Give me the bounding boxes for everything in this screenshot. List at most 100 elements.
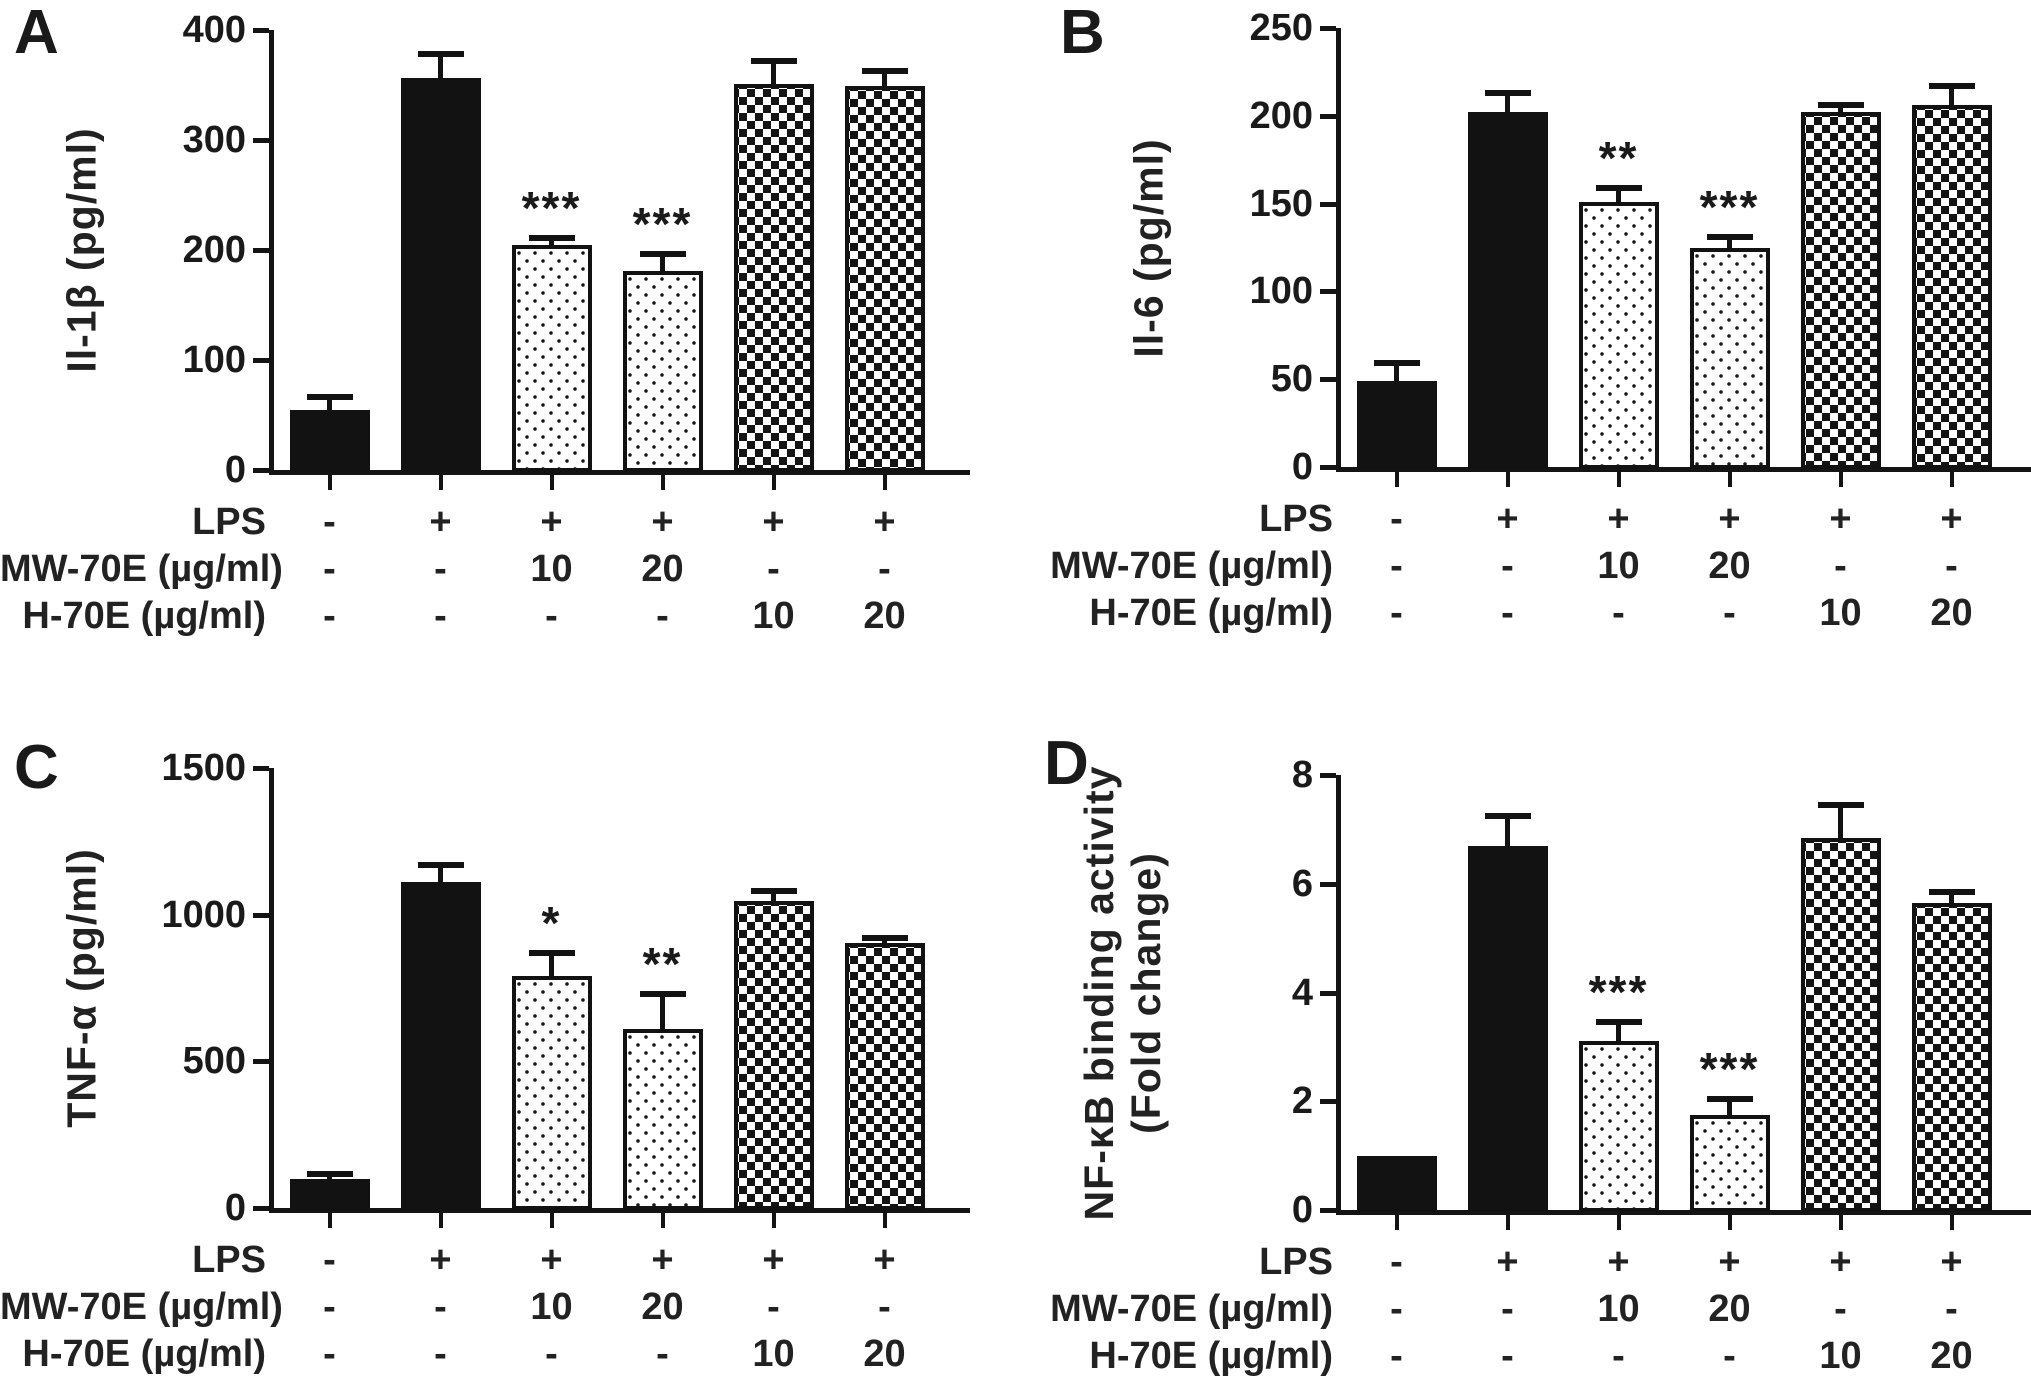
y-axis-label-line2: (Fold change) xyxy=(1123,851,1169,1134)
condition-value: - xyxy=(1390,592,1403,634)
condition-row-label: LPS xyxy=(1259,1241,1333,1283)
panel-letter-A: A xyxy=(14,0,59,67)
condition-value: - xyxy=(323,1239,336,1281)
error-bar-stem xyxy=(549,952,554,978)
condition-value: + xyxy=(651,501,674,543)
condition-value: + xyxy=(1829,498,1852,540)
condition-row-label: LPS xyxy=(192,501,266,543)
condition-value: - xyxy=(767,1286,780,1328)
condition-row-label: MW-70E (µg/ml) xyxy=(1050,545,1333,587)
y-tick-mark xyxy=(1320,990,1336,996)
y-tick-label: 100 xyxy=(182,339,246,381)
condition-value: 10 xyxy=(1819,592,1862,634)
x-tick-mark xyxy=(1838,1215,1843,1230)
y-tick-label: 400 xyxy=(182,9,246,51)
bar-B-3 xyxy=(1578,201,1659,469)
error-bar-cap xyxy=(861,67,908,74)
condition-value: - xyxy=(1501,1335,1514,1377)
x-tick-mark xyxy=(1949,1215,1954,1230)
error-bar-stem xyxy=(438,54,443,80)
y-axis-label-line1: NF-κB binding activity xyxy=(1076,765,1122,1220)
error-bar-cap xyxy=(861,935,908,942)
y-axis-label: Il-6 (pg/ml) xyxy=(1126,138,1173,357)
y-tick-mark xyxy=(1320,465,1336,470)
y-tick-mark xyxy=(1320,113,1336,119)
y-axis-label: TNF-α (pg/ml) xyxy=(59,848,106,1128)
condition-value: 20 xyxy=(1708,1288,1751,1330)
y-tick-mark xyxy=(253,138,269,143)
condition-value: + xyxy=(651,1239,674,1281)
x-tick-mark xyxy=(1838,472,1843,487)
significance-stars: *** xyxy=(521,181,582,234)
condition-value: - xyxy=(1834,1288,1847,1330)
condition-value: - xyxy=(767,548,780,590)
condition-value: + xyxy=(762,1239,785,1281)
error-bar-cap xyxy=(1595,1019,1642,1026)
y-axis-label-line1: Il-1β (pg/ml) xyxy=(58,127,105,373)
significance-stars: *** xyxy=(632,198,693,251)
condition-value: - xyxy=(1612,1335,1625,1377)
y-tick-label: 2 xyxy=(1291,1080,1313,1123)
condition-value: + xyxy=(429,501,452,543)
bar-C-2 xyxy=(400,882,481,1210)
x-axis-line xyxy=(269,1208,970,1213)
y-tick-mark xyxy=(253,358,269,363)
condition-value: - xyxy=(878,548,891,590)
y-tick-label: 8 xyxy=(1291,754,1313,796)
error-bar-cap xyxy=(417,51,464,58)
y-tick-mark xyxy=(253,248,269,253)
significance-stars: *** xyxy=(1699,1042,1760,1095)
error-bar-cap xyxy=(1484,89,1531,96)
y-tick-mark xyxy=(1320,773,1336,778)
error-bar-cap xyxy=(1706,1095,1753,1102)
condition-value: - xyxy=(1390,1335,1403,1377)
condition-value: - xyxy=(434,595,447,637)
condition-value: + xyxy=(762,501,785,543)
panel-letter-D: D xyxy=(1044,729,1089,798)
condition-value: - xyxy=(1501,1288,1514,1330)
condition-value: + xyxy=(1607,1241,1630,1283)
condition-value: - xyxy=(878,1286,891,1328)
condition-value: + xyxy=(429,1239,452,1281)
condition-value: - xyxy=(323,1333,336,1375)
bar-B-5 xyxy=(1800,112,1881,469)
y-tick-label: 0 xyxy=(224,449,246,491)
error-bar-cap xyxy=(1373,360,1420,367)
bar-B-6 xyxy=(1911,105,1992,469)
y-tick-label: 100 xyxy=(1249,270,1313,313)
y-tick-label: 50 xyxy=(1270,358,1313,401)
condition-value: - xyxy=(434,1333,447,1375)
error-bar-cap xyxy=(306,394,353,401)
condition-value: - xyxy=(1834,545,1847,587)
bar-B-1 xyxy=(1356,380,1437,469)
error-bar-cap xyxy=(528,949,575,956)
condition-value: + xyxy=(1718,1241,1741,1283)
condition-value: 20 xyxy=(863,595,906,637)
condition-row-label: H-70E (µg/ml) xyxy=(1089,1335,1333,1377)
condition-value: - xyxy=(1945,1288,1958,1330)
x-tick-mark xyxy=(1394,472,1399,487)
y-tick-mark xyxy=(253,468,269,473)
panel-D: D NF-κB binding activity (Fold change) 0 2 4 6… xyxy=(1016,697,2031,1395)
error-bar-cap xyxy=(639,251,686,258)
x-tick-mark xyxy=(1727,472,1732,487)
bar-A-2 xyxy=(400,78,481,472)
bar-C-4 xyxy=(622,1029,703,1210)
x-tick-mark xyxy=(882,475,887,490)
condition-row-label: H-70E (µg/ml) xyxy=(22,595,266,637)
error-bar-cap xyxy=(1595,184,1642,191)
y-tick-mark xyxy=(253,1059,269,1065)
y-axis-label-line1: TNF-α (pg/ml) xyxy=(58,848,105,1128)
condition-value: + xyxy=(540,501,563,543)
x-tick-mark xyxy=(549,475,554,490)
panel-letter-C: C xyxy=(14,733,59,802)
y-tick-label: 0 xyxy=(1291,1189,1313,1231)
y-tick-label: 150 xyxy=(1249,182,1313,225)
error-bar-stem xyxy=(1394,363,1399,382)
condition-value: + xyxy=(873,501,896,543)
x-tick-mark xyxy=(327,475,332,490)
error-bar-cap xyxy=(1928,82,1975,89)
bar-D-1 xyxy=(1356,1155,1437,1212)
x-axis-line xyxy=(1336,467,2031,472)
